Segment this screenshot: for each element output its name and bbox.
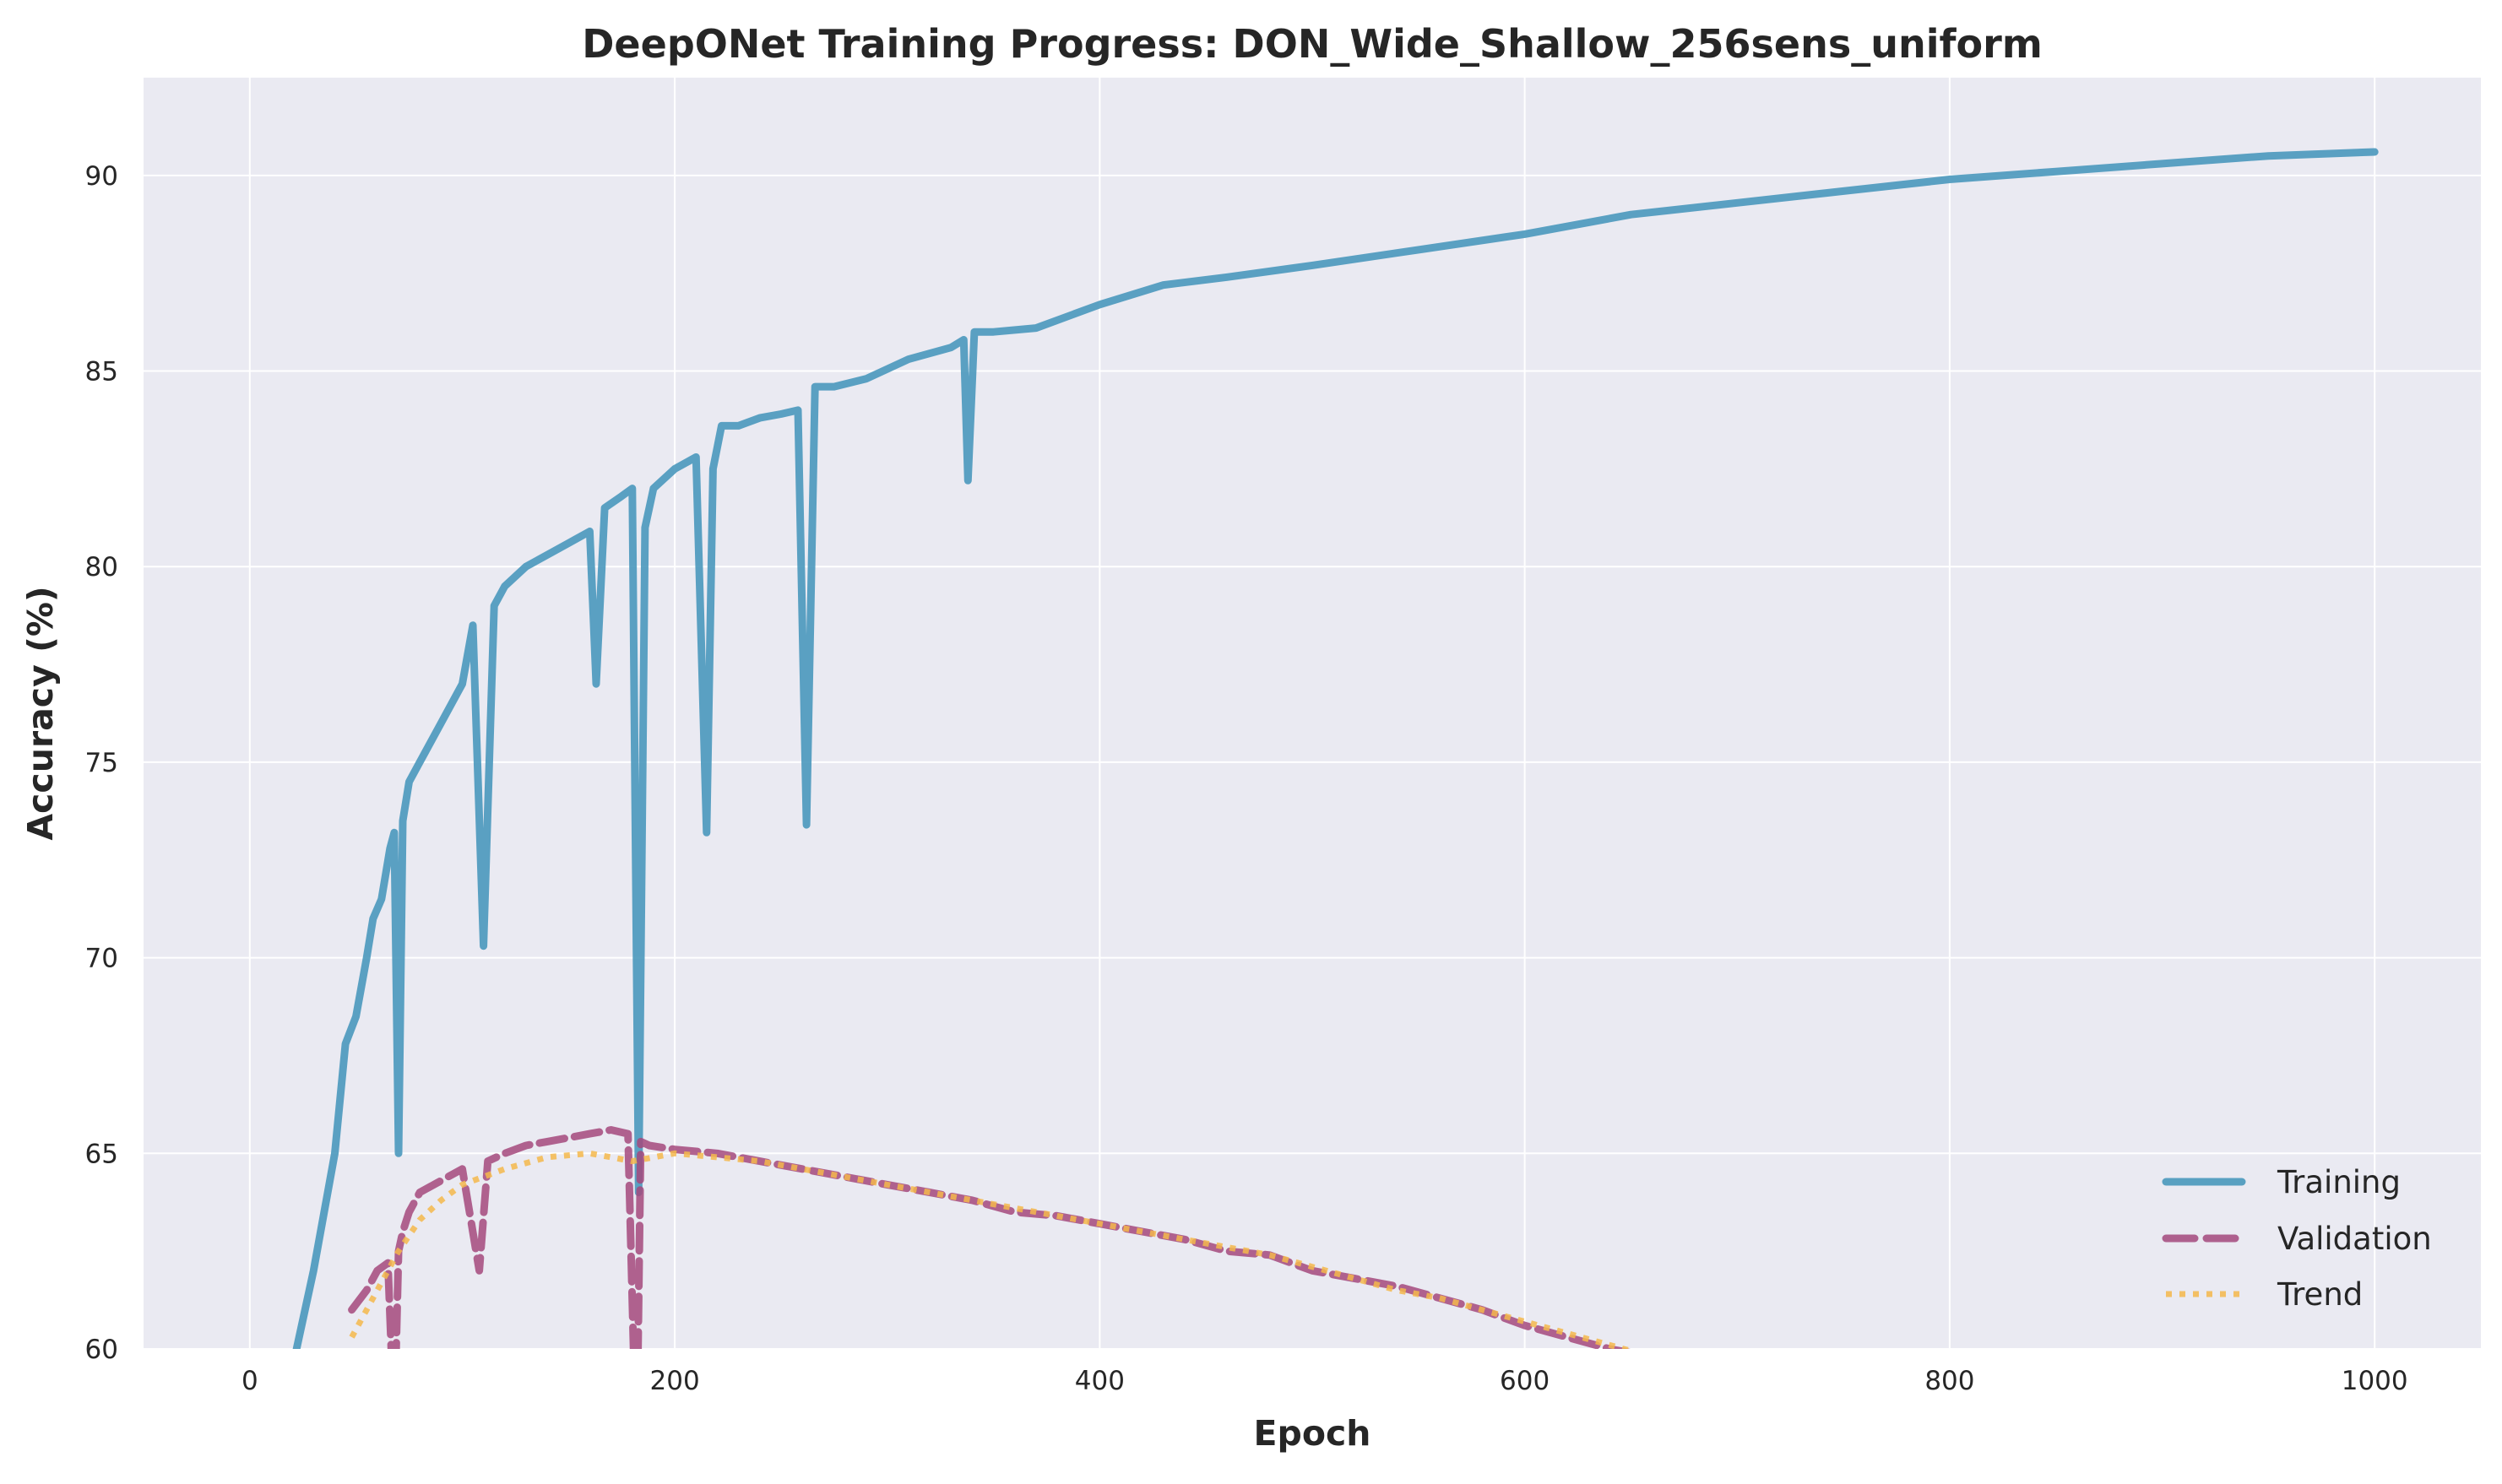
legend-label-validation: Validation xyxy=(2277,1221,2432,1257)
x-tick-label: 800 xyxy=(1924,1366,1974,1396)
x-tick-labels: 0 200 400 600 800 1000 xyxy=(242,1366,2408,1396)
y-tick-label: 70 xyxy=(85,944,118,974)
series-line-validation xyxy=(348,1126,1631,1349)
y-tick-label: 60 xyxy=(85,1335,118,1365)
y-tick-label: 90 xyxy=(85,161,118,192)
x-tick-label: 600 xyxy=(1500,1366,1550,1396)
series-layer xyxy=(292,148,2379,1349)
legend: Training Validation Trend xyxy=(2162,1164,2432,1313)
x-tick-label: 200 xyxy=(650,1366,700,1396)
legend-label-trend: Trend xyxy=(2277,1276,2363,1313)
x-tick-label: 1000 xyxy=(2342,1366,2408,1396)
y-tick-label: 65 xyxy=(85,1139,118,1169)
x-axis-title: Epoch xyxy=(1253,1413,1370,1454)
series-line-trend xyxy=(349,1150,1636,1349)
x-tick-label: 400 xyxy=(1075,1366,1125,1396)
legend-label-training: Training xyxy=(2277,1164,2401,1200)
y-tick-labels: 60 65 70 75 80 85 90 xyxy=(85,161,118,1365)
plot-area xyxy=(144,78,2481,1349)
y-tick-label: 75 xyxy=(85,748,118,778)
y-axis-title: Accuracy (%) xyxy=(20,586,61,840)
chart-title: DeepONet Training Progress: DON_Wide_Sha… xyxy=(582,21,2043,67)
x-tick-label: 0 xyxy=(242,1366,258,1396)
series-line-training xyxy=(292,148,2379,1349)
y-tick-label: 85 xyxy=(85,357,118,387)
grid-lines xyxy=(144,78,2481,1350)
y-tick-label: 80 xyxy=(85,552,118,582)
